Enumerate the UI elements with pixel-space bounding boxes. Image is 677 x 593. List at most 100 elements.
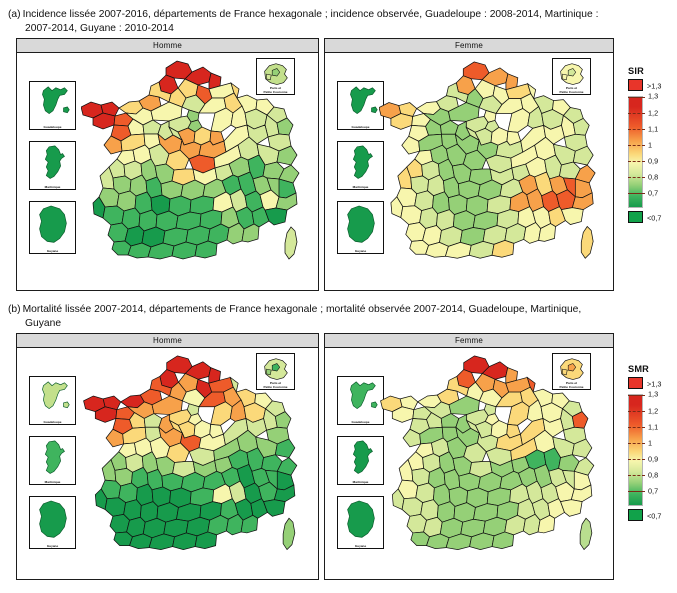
inset-guadeloupe-a-femme: Guadeloupe [337,81,384,130]
legend-sir-gradient: 1,3 1,2 1,1 1 0,9 0,8 0,7 [628,92,658,208]
legend-smr-title: SMR [628,364,650,374]
guadeloupe-map-a-femme [350,86,378,115]
caption-panel-b: (b) Mortalité lissée 2007-2014, départeme… [8,303,673,330]
legend-sir-tick-1_1: 1,1 [648,124,659,134]
legend-smr-above-swatch [628,377,643,389]
inset-guyane-a-femme: Guyane [337,201,384,254]
caption-panel-a: (a) Incidence lissée 2007-2016, départeme… [8,8,673,35]
inset-label-guyane: Guyane [354,543,367,548]
inset-label-guyane: Guyane [46,248,59,253]
inset-label-martinique: Martinique [44,184,61,189]
guadeloupe-map-a-homme [42,86,70,115]
legend-smr-tick-1_2: 1,2 [648,406,659,416]
guadeloupe-map-b-homme [42,381,70,410]
paris-petite-couronne-map-b-femme [560,358,584,380]
guyane-map-a-homme [39,205,67,243]
legend-smr-above-row: >1,3 [628,377,661,391]
panel-a-homme: Homme Guadeloupe Martinique [16,38,319,291]
martinique-map-b-femme [352,440,373,474]
france-map-b-homme [83,355,298,551]
legend-sir-tick-0_9: 0,9 [648,156,659,166]
caption-a-letter: (a) [8,9,21,20]
inset-label-paris: Paris et Petite Couronne [263,381,288,389]
inset-label-paris: Paris et Petite Couronne [559,381,584,389]
inset-guadeloupe-a-homme: Guadeloupe [29,81,76,130]
legend-sir-below-label: <0,7 [647,213,662,223]
legend-smr-tick-1_3: 1,3 [648,389,659,399]
legend-smr-below-swatch [628,509,643,521]
inset-paris-b-homme: Paris et Petite Couronne [256,353,295,390]
caption-b-line2: Guyane [25,317,62,329]
panel-b-femme-body: Guadeloupe Martinique Guyane [325,348,613,579]
panel-a-femme-header: Femme [325,39,613,53]
paris-petite-couronne-map-a-homme [264,63,288,85]
paris-petite-couronne-map-a-femme [560,63,584,85]
panel-a-homme-header: Homme [17,39,318,53]
caption-a-line2: 2007-2014, Guyane : 2010-2014 [25,22,174,34]
caption-a-line1: Incidence lissée 2007-2016, départements… [22,9,599,20]
legend-sir-below-row: <0,7 [628,211,661,225]
inset-guyane-b-femme: Guyane [337,496,384,549]
guyane-map-b-femme [347,500,375,538]
legend-smr: SMR >1,3 1,3 1,2 1,1 1 0,9 0,8 0,7 <0,7 [628,364,661,523]
inset-paris-b-femme: Paris et Petite Couronne [552,353,591,390]
france-map-b-femme [380,355,595,551]
legend-smr-below-row: <0,7 [628,509,661,523]
inset-martinique-a-homme: Martinique [29,141,76,190]
legend-smr-tick-0_8: 0,8 [648,470,659,480]
inset-label-martinique: Martinique [352,479,369,484]
panel-b-homme-header: Homme [17,334,318,348]
guyane-map-b-homme [39,500,67,538]
inset-label-guadeloupe: Guadeloupe [351,124,370,129]
panel-a-femme: Femme Guadeloupe Martinique Guyane [324,38,614,291]
martinique-map-b-homme [44,440,65,474]
inset-guadeloupe-b-femme: Guadeloupe [337,376,384,425]
legend-smr-tick-1: 1 [648,438,653,448]
inset-guyane-a-homme: Guyane [29,201,76,254]
inset-martinique-b-homme: Martinique [29,436,76,485]
inset-label-paris: Paris et Petite Couronne [559,86,584,94]
legend-smr-above-label: >1,3 [647,379,662,389]
legend-sir: SIR >1,3 1,3 1,2 1,1 1 0,9 0,8 0,7 <0,7 [628,66,661,225]
legend-smr-gradient: 1,3 1,2 1,1 1 0,9 0,8 0,7 [628,390,658,506]
legend-sir-tick-1_2: 1,2 [648,108,659,118]
legend-sir-tick-0_8: 0,8 [648,172,659,182]
inset-martinique-b-femme: Martinique [337,436,384,485]
panel-b-homme-body: Guadeloupe Martinique Guyane [17,348,318,579]
martinique-map-a-femme [352,145,373,179]
legend-sir-title: SIR [628,66,644,76]
legend-smr-tick-0_7: 0,7 [648,486,659,496]
martinique-map-a-homme [44,145,65,179]
inset-paris-a-femme: Paris et Petite Couronne [552,58,591,95]
inset-label-martinique: Martinique [44,479,61,484]
inset-martinique-a-femme: Martinique [337,141,384,190]
guadeloupe-map-b-femme [350,381,378,410]
legend-sir-below-swatch [628,211,643,223]
inset-label-guadeloupe: Guadeloupe [351,419,370,424]
inset-label-guadeloupe: Guadeloupe [43,419,62,424]
inset-paris-a-homme: Paris et Petite Couronne [256,58,295,95]
inset-guadeloupe-b-homme: Guadeloupe [29,376,76,425]
inset-label-guyane: Guyane [46,543,59,548]
caption-b-letter: (b) [8,304,21,315]
legend-smr-tick-0_9: 0,9 [648,454,659,464]
panel-b-femme: Femme Guadeloupe Martinique Guyane [324,333,614,580]
legend-sir-tick-1_3: 1,3 [648,91,659,101]
legend-sir-above-swatch [628,79,643,91]
inset-label-paris: Paris et Petite Couronne [263,86,288,94]
legend-smr-tick-1_1: 1,1 [648,422,659,432]
france-map-a-femme [379,61,596,259]
legend-sir-tick-0_7: 0,7 [648,188,659,198]
inset-guyane-b-homme: Guyane [29,496,76,549]
caption-b-line1: Mortalité lissée 2007-2014, départements… [22,304,582,315]
panel-a-femme-body: Guadeloupe Martinique Guyane [325,53,613,290]
france-map-a-homme [81,60,300,260]
legend-sir-above-label: >1,3 [647,81,662,91]
inset-label-guyane: Guyane [354,248,367,253]
legend-smr-below-label: <0,7 [647,511,662,521]
inset-label-guadeloupe: Guadeloupe [43,124,62,129]
inset-label-martinique: Martinique [352,184,369,189]
panel-b-homme: Homme Guadeloupe Martinique Guyane [16,333,319,580]
panel-a-homme-body: Guadeloupe Martinique Guyane [17,53,318,290]
